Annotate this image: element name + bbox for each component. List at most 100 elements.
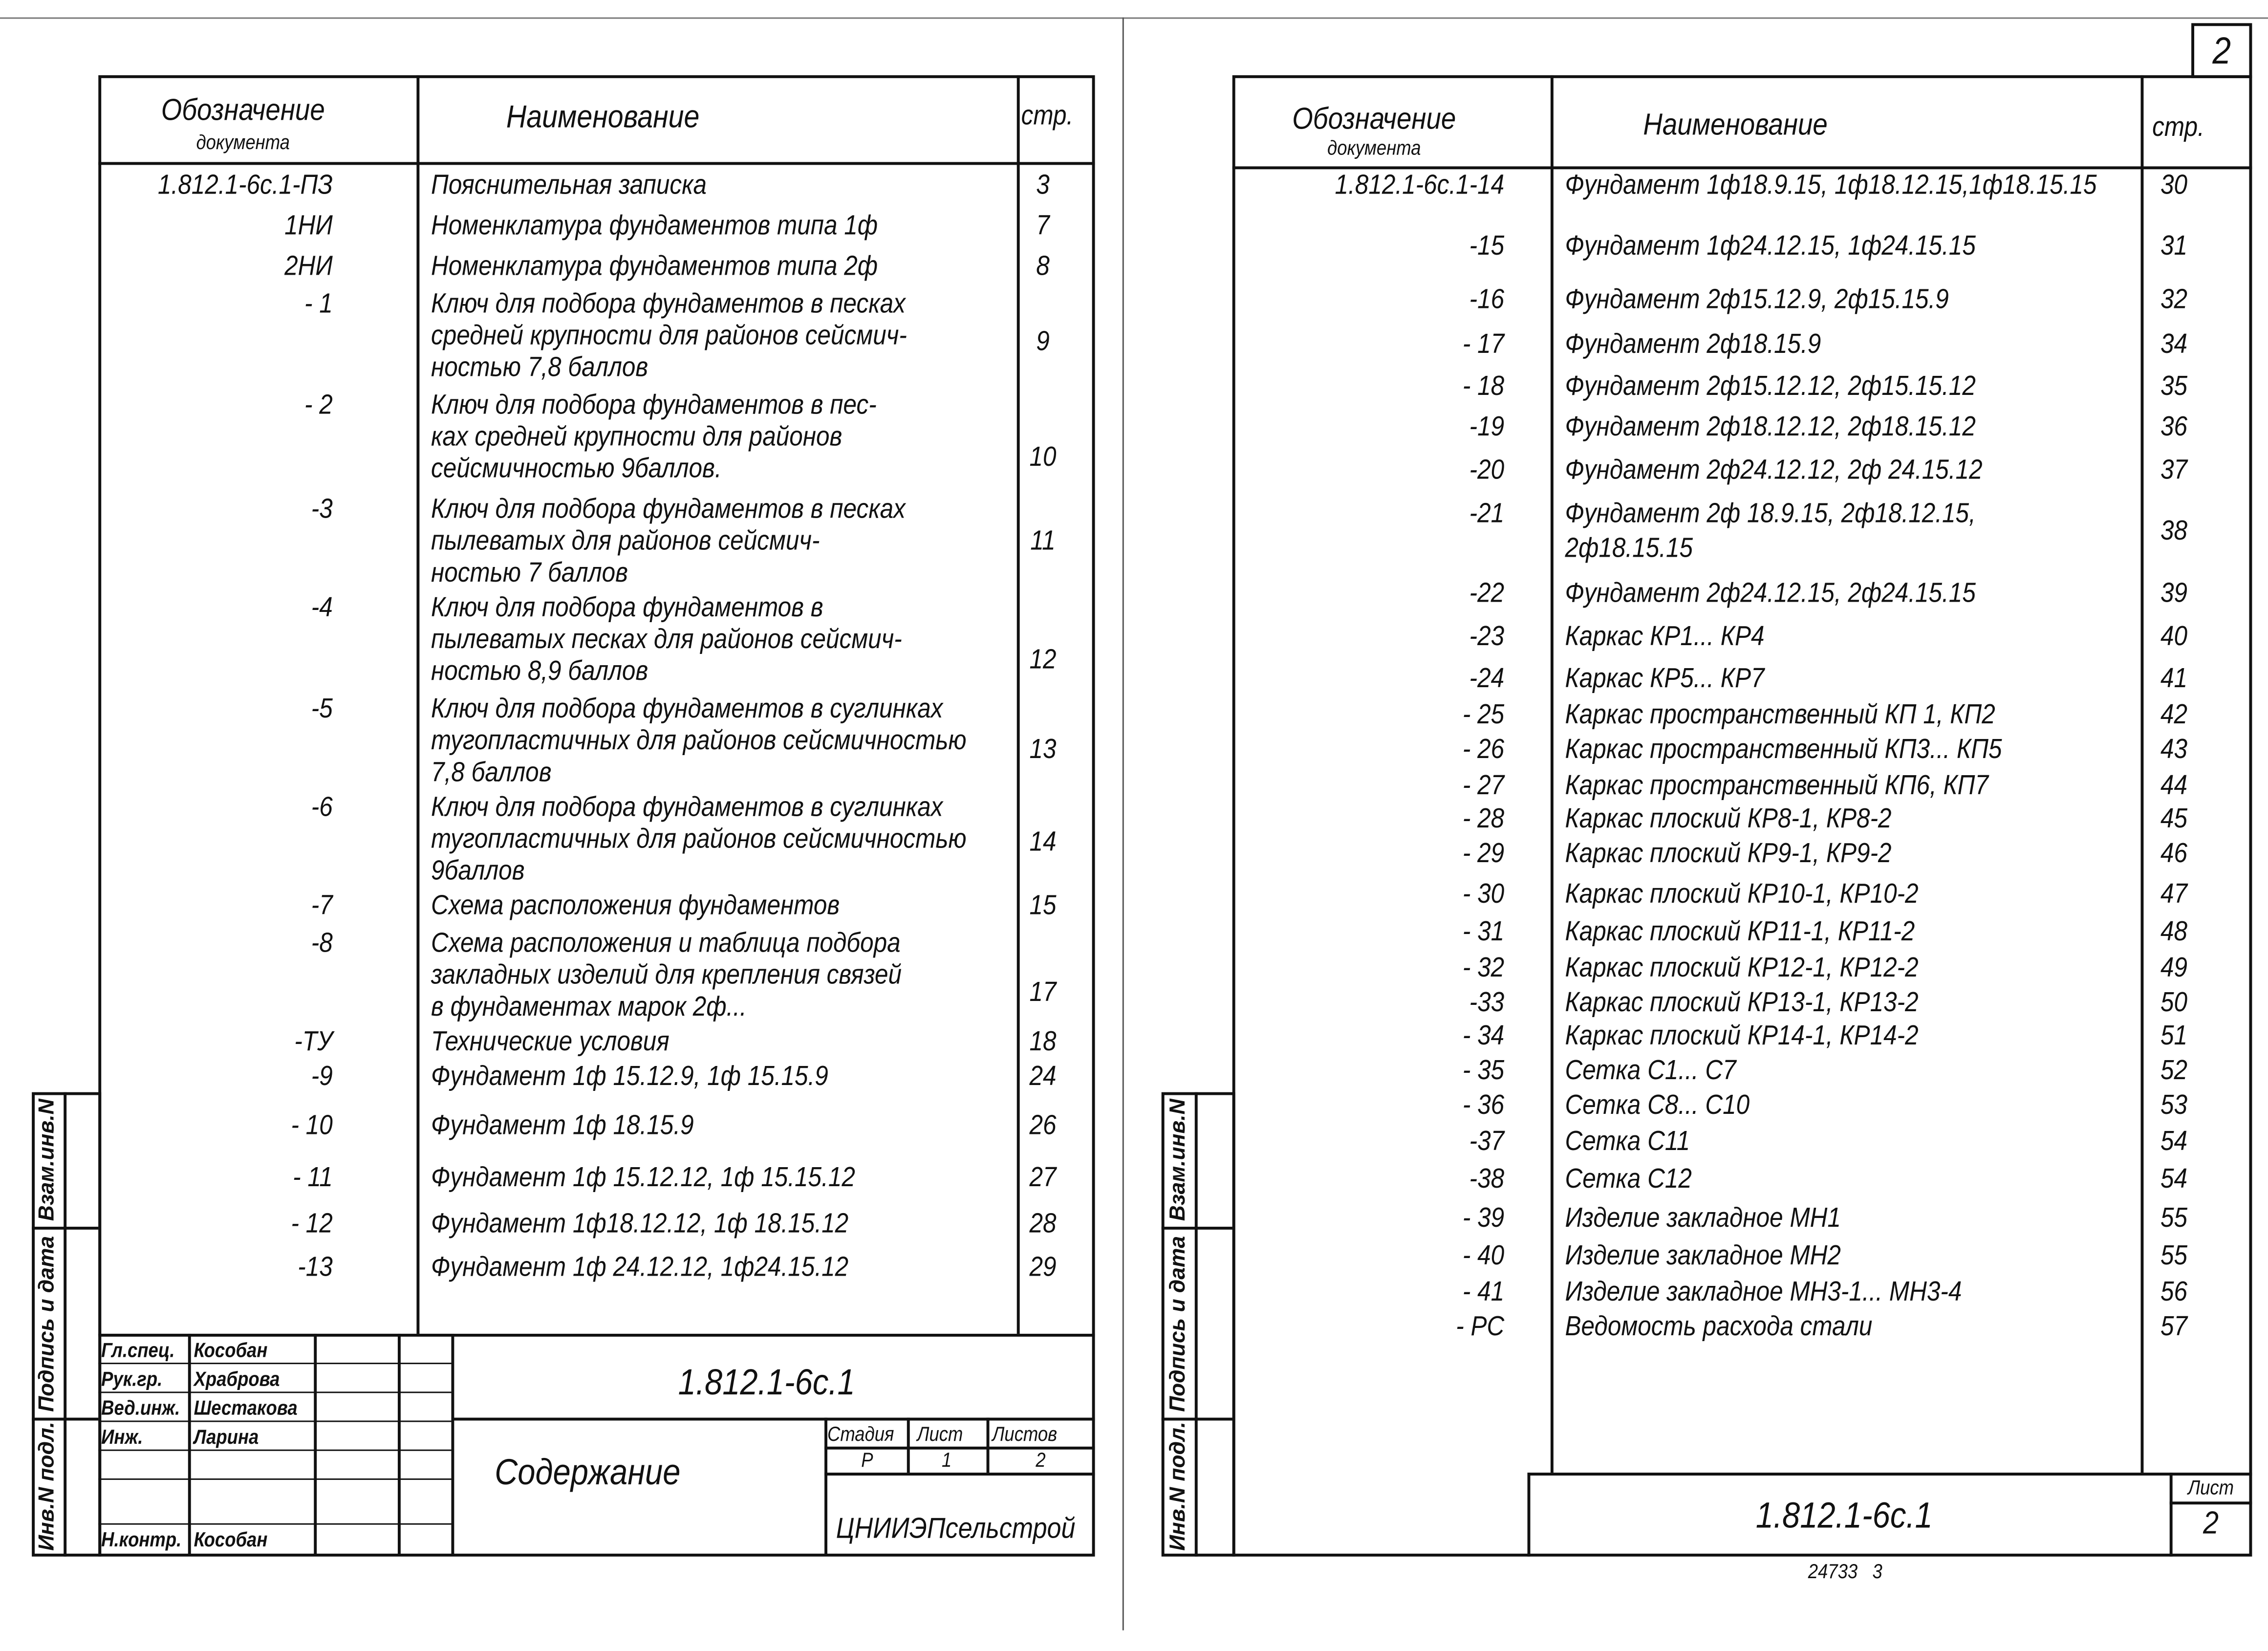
row-name-line: Каркас КР5... КР7 bbox=[1565, 664, 1765, 695]
row-name-line: Каркас пространственный КП 1, КП2 bbox=[1565, 700, 1995, 731]
row-designation: -ТУ bbox=[294, 1027, 333, 1058]
row-name-line: 2ф18.15.15 bbox=[1565, 534, 1693, 565]
row-name-line: Ключ для подбора фундаментов в bbox=[431, 593, 823, 624]
row-name-line: Сетка С12 bbox=[1565, 1164, 1692, 1195]
row-page: 52 bbox=[2160, 1056, 2188, 1086]
row-designation: - 27 bbox=[1462, 771, 1505, 802]
row-name-line: Каркас плоский КР10-1, КР10-2 bbox=[1565, 879, 1919, 910]
right-sheet-value: 2 bbox=[2203, 1504, 2219, 1541]
row-name-line: Схема расположения фундаментов bbox=[431, 891, 840, 922]
signer-name: Кособан bbox=[194, 1338, 268, 1362]
row-page: 56 bbox=[2160, 1277, 2188, 1308]
row-designation: - 41 bbox=[1462, 1277, 1505, 1308]
row-designation: - 28 bbox=[1462, 804, 1505, 835]
row-name-line: Фундамент 2ф15.12.12, 2ф15.15.12 bbox=[1565, 371, 1976, 402]
stage-value: Р bbox=[861, 1448, 873, 1472]
row-name-line: Фундамент 1ф 15.12.9, 1ф 15.15.9 bbox=[431, 1062, 828, 1092]
row-name-line: ностью 8,9 баллов bbox=[431, 656, 648, 687]
row-page: 38 bbox=[2160, 516, 2188, 547]
row-name-line: Фундамент 1ф 24.12.12, 1ф24.15.12 bbox=[431, 1253, 849, 1283]
row-designation: -24 bbox=[1469, 664, 1505, 695]
tb-row-line bbox=[824, 1473, 1095, 1476]
stamp-replace-label: Взам.инв.N bbox=[1166, 1099, 1190, 1221]
signature-row-line bbox=[98, 1391, 452, 1393]
row-designation: -37 bbox=[1469, 1127, 1505, 1157]
row-name-line: Изделие закладное МН2 bbox=[1565, 1241, 1841, 1272]
row-name-line: Фундамент 2ф18.12.12, 2ф18.15.12 bbox=[1565, 412, 1976, 443]
row-designation: 1.812.1-6с.1-ПЗ bbox=[157, 171, 333, 201]
row-name-line: Ведомость расхода стали bbox=[1565, 1312, 1873, 1343]
row-page: 50 bbox=[2160, 988, 2188, 1019]
row-page: 45 bbox=[2160, 804, 2188, 835]
row-name-line: Фундамент 1ф 18.15.9 bbox=[431, 1111, 694, 1142]
right-header-name: Наименование bbox=[1643, 108, 1828, 142]
sheets-value: 2 bbox=[1036, 1448, 1046, 1472]
right-col-divider-2 bbox=[2140, 75, 2144, 1473]
row-designation: - 26 bbox=[1462, 735, 1505, 765]
left-header-designation: Обозначение bbox=[161, 94, 325, 128]
row-designation: 2НИ bbox=[284, 252, 333, 282]
row-name-line: Сетка С11 bbox=[1565, 1127, 1690, 1157]
row-name-line: Фундамент 1ф24.12.15, 1ф24.15.15 bbox=[1565, 231, 1976, 262]
right-doc-code: 1.812.1-6с.1 bbox=[1755, 1496, 1933, 1537]
signer-name: Ларина bbox=[194, 1425, 259, 1448]
row-designation: - 36 bbox=[1462, 1090, 1505, 1121]
row-page: 26 bbox=[1029, 1111, 1057, 1142]
stamp-line bbox=[32, 1226, 99, 1230]
row-name-line: ностью 7 баллов bbox=[431, 558, 628, 589]
row-name-line: Каркас плоский КР14-1, КР14-2 bbox=[1565, 1021, 1919, 1052]
row-name-line: средней крупности для районов сейсмич- bbox=[431, 321, 907, 352]
signature-row-line bbox=[98, 1449, 452, 1451]
row-designation: - 31 bbox=[1462, 917, 1505, 948]
page-fold-divider bbox=[1122, 17, 1124, 1630]
row-page: 27 bbox=[1029, 1163, 1057, 1194]
left-doc-code: 1.812.1-6с.1 bbox=[678, 1363, 855, 1404]
row-designation: - 34 bbox=[1462, 1021, 1505, 1052]
row-name-line: Ключ для подбора фундаментов в суглинках bbox=[431, 792, 943, 824]
tb-col-line bbox=[986, 1417, 990, 1473]
row-designation: -16 bbox=[1469, 285, 1505, 316]
tb-col-line bbox=[314, 1333, 317, 1555]
tb-row-line bbox=[824, 1446, 1095, 1450]
row-page: 28 bbox=[1029, 1209, 1057, 1240]
row-designation: -8 bbox=[311, 929, 333, 959]
row-designation: -13 bbox=[298, 1253, 333, 1283]
row-name-line: Сетка С1... С7 bbox=[1565, 1056, 1736, 1086]
signature-row-line bbox=[98, 1420, 452, 1422]
row-name-line: Каркас плоский КР9-1, КР9-2 bbox=[1565, 839, 1892, 869]
row-designation: - РС bbox=[1456, 1312, 1505, 1343]
signer-name: Храброва bbox=[194, 1367, 280, 1390]
row-page: 24 bbox=[1029, 1062, 1057, 1092]
row-designation: - 40 bbox=[1462, 1241, 1505, 1272]
right-header-designation-2: документа bbox=[1327, 136, 1421, 159]
stamp-sign-label: Подпись и дата bbox=[35, 1236, 60, 1412]
row-page: 17 bbox=[1029, 978, 1057, 1008]
stamp-line bbox=[1161, 1417, 1232, 1421]
row-name-line: Каркас плоский КР12-1, КР12-2 bbox=[1565, 953, 1919, 984]
row-page: 47 bbox=[2160, 879, 2188, 910]
row-name-line: Каркас плоский КР13-1, КР13-2 bbox=[1565, 988, 1919, 1019]
row-name-line: Изделие закладное МН3-1... МН3-4 bbox=[1565, 1277, 1962, 1308]
left-col-divider-1 bbox=[416, 75, 420, 1334]
row-page: 34 bbox=[2160, 329, 2188, 360]
stamp-line bbox=[1161, 1226, 1232, 1230]
row-designation: -21 bbox=[1469, 499, 1505, 530]
row-name-line: Ключ для подбора фундаментов в суглинках bbox=[431, 694, 943, 725]
row-designation: - 2 bbox=[304, 391, 333, 421]
stamp-line bbox=[32, 1417, 99, 1421]
stamp-line bbox=[64, 1092, 67, 1557]
row-page: 32 bbox=[2160, 285, 2188, 316]
tb-row-line bbox=[451, 1417, 1095, 1421]
row-designation: -15 bbox=[1469, 231, 1505, 262]
row-name-line: Изделие закладное МН1 bbox=[1565, 1203, 1841, 1234]
row-name-line: в фундаментах марок 2ф... bbox=[431, 992, 747, 1023]
row-name-line: Номенклатура фундаментов типа 2ф bbox=[431, 252, 878, 282]
row-name-line: Фундамент 2ф15.12.9, 2ф15.15.9 bbox=[1565, 285, 1949, 316]
row-designation: -9 bbox=[311, 1062, 333, 1092]
row-page: 39 bbox=[2160, 578, 2188, 609]
row-designation: -19 bbox=[1469, 412, 1505, 443]
row-name-line: тугопластичных для районов сейсмичностью bbox=[431, 825, 967, 855]
left-titleblock-top bbox=[98, 1333, 1095, 1337]
row-designation: -6 bbox=[311, 792, 333, 824]
